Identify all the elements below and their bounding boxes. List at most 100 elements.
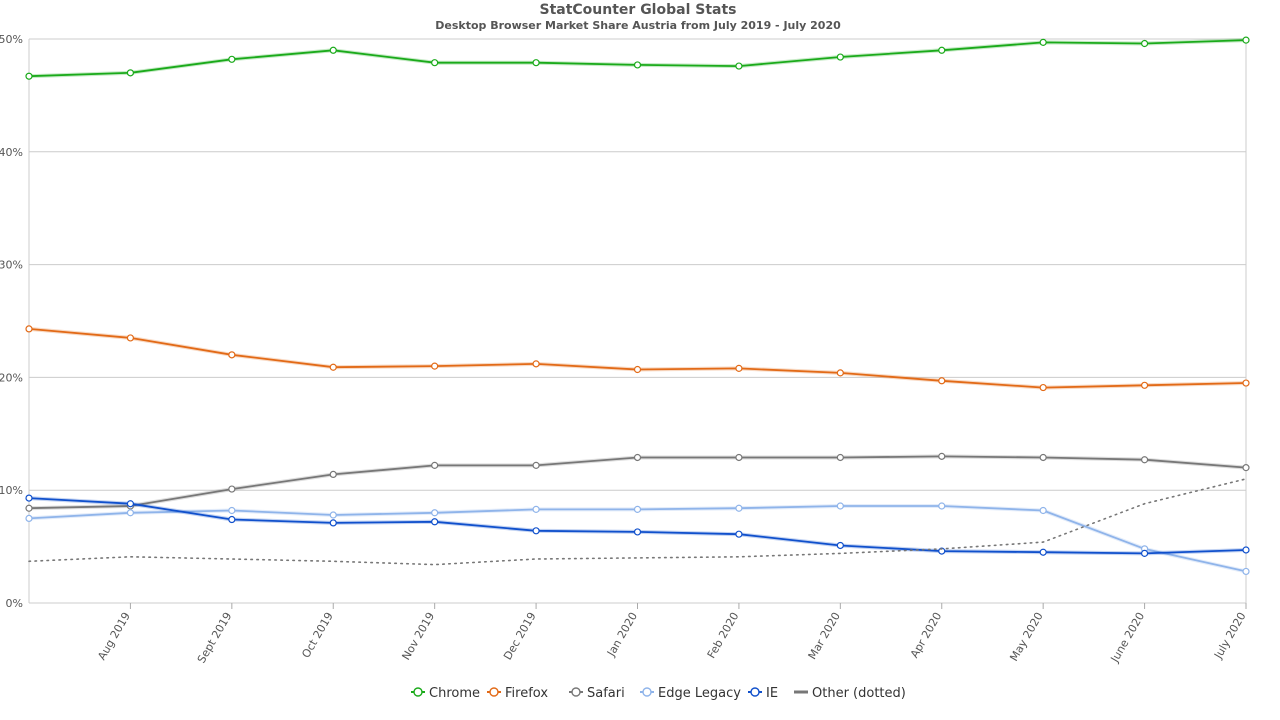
legend-label: IE <box>766 686 778 701</box>
y-tick-label: 30% <box>0 259 23 272</box>
data-point <box>836 541 844 550</box>
data-point <box>836 453 844 462</box>
y-tick-label: 10% <box>0 484 23 497</box>
data-point <box>228 506 236 515</box>
data-point <box>329 511 337 519</box>
data-point <box>431 509 439 517</box>
data-point <box>1242 379 1250 387</box>
data-point <box>633 61 642 69</box>
data-point <box>938 452 946 460</box>
data-point <box>532 59 540 67</box>
data-point <box>25 514 33 523</box>
legend-label: Edge Legacy <box>658 686 741 701</box>
data-point <box>532 360 540 368</box>
legend: Chrome Firefox Safari Edge Legacy IE Other (d… <box>411 686 906 701</box>
legend-swatch-marker <box>571 687 581 697</box>
legend-label: Safari <box>587 686 625 701</box>
data-point <box>126 334 135 342</box>
legend-swatch-marker <box>489 687 499 697</box>
data-point <box>1242 567 1250 576</box>
x-axis-ticks: Aug 2019 Sept 2019 Oct 2019 Nov 2019 Dec 201… <box>95 603 1249 665</box>
data-point <box>836 53 844 61</box>
data-point <box>329 46 337 54</box>
data-point <box>25 504 33 512</box>
data-point <box>735 453 743 462</box>
data-point <box>1242 36 1250 44</box>
y-tick-label: 20% <box>0 371 23 384</box>
data-point <box>633 528 642 536</box>
y-tick-label: 50% <box>0 33 23 46</box>
data-point <box>938 377 946 385</box>
legend-label: Chrome <box>429 686 480 701</box>
data-point <box>836 502 844 510</box>
series-safari <box>25 452 1250 512</box>
legend-label: Other (dotted) <box>812 686 906 701</box>
data-point <box>228 515 236 524</box>
x-tick-label: Aug 2019 <box>95 610 133 662</box>
data-point <box>126 69 135 77</box>
x-tick-label: Mar 2020 <box>806 610 843 662</box>
legend-swatch-marker <box>413 687 423 697</box>
data-point <box>1140 39 1149 48</box>
data-point <box>633 505 642 513</box>
data-point <box>126 500 135 508</box>
x-tick-label: June 2020 <box>1108 610 1147 665</box>
data-point <box>1039 548 1047 556</box>
data-point <box>228 485 236 493</box>
data-point <box>1039 506 1047 515</box>
data-point <box>431 362 439 370</box>
series-edge-legacy <box>25 502 1250 576</box>
data-point <box>1039 453 1047 462</box>
data-point <box>1140 549 1149 557</box>
data-point <box>1039 38 1047 46</box>
x-tick-label: Jan 2020 <box>604 610 640 659</box>
data-point <box>532 505 540 513</box>
chart-title: StatCounter Global Stats <box>539 2 736 18</box>
chart-subtitle: Desktop Browser Market Share Austria fro… <box>435 19 841 32</box>
legend-item: Safari <box>569 686 625 701</box>
data-point <box>126 509 135 517</box>
data-point <box>25 494 33 502</box>
legend-item: Chrome <box>411 686 480 701</box>
data-point <box>735 504 743 512</box>
series-line <box>28 478 1247 566</box>
series-line <box>28 455 1247 510</box>
data-point <box>431 461 439 469</box>
series-other-dotted <box>28 478 1247 566</box>
data-point <box>329 470 337 479</box>
data-point <box>431 518 439 526</box>
data-point <box>532 527 540 535</box>
data-point <box>735 530 743 538</box>
data-point <box>938 502 946 510</box>
y-axis-ticks: 0% 10% 20% 30% 40% 50% <box>0 33 23 610</box>
legend-label: Firefox <box>505 686 548 701</box>
data-point <box>1039 383 1047 392</box>
legend-item: Other (dotted) <box>794 686 906 701</box>
x-tick-label: Nov 2019 <box>400 610 438 662</box>
data-point <box>735 364 743 372</box>
data-point <box>735 62 743 70</box>
series-firefox <box>25 325 1250 392</box>
data-point <box>228 55 236 63</box>
data-point <box>836 369 844 377</box>
series-chrome <box>25 36 1250 80</box>
series-line <box>28 39 1247 78</box>
data-point <box>431 59 439 67</box>
series-line <box>28 328 1247 389</box>
x-tick-label: Feb 2020 <box>705 610 742 661</box>
series-layer <box>25 36 1250 576</box>
data-point <box>329 363 337 371</box>
data-point <box>1242 464 1250 472</box>
legend-item: Firefox <box>487 686 548 701</box>
x-tick-label: May 2020 <box>1007 610 1045 663</box>
legend-swatch-marker <box>750 687 760 697</box>
x-tick-label: Sept 2019 <box>195 610 235 665</box>
x-tick-label: Oct 2019 <box>299 610 336 660</box>
x-tick-label: July 2020 <box>1211 610 1248 662</box>
data-point <box>938 46 946 54</box>
data-point <box>1140 456 1149 464</box>
y-tick-label: 0% <box>6 597 23 610</box>
data-point <box>329 519 337 527</box>
data-point <box>25 72 33 80</box>
